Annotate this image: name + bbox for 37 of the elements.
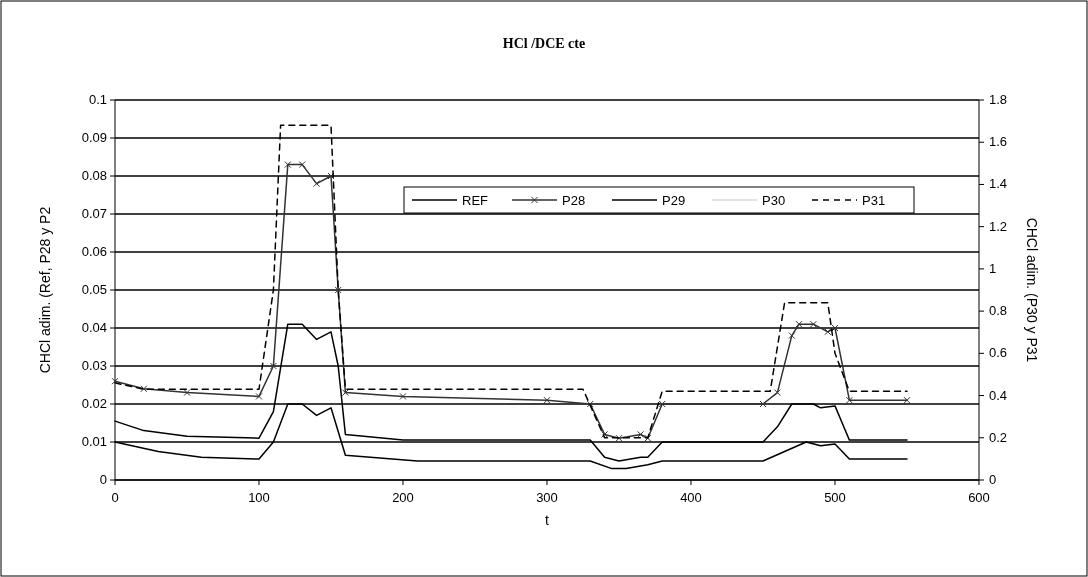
y-tick-label: 0.06 <box>81 244 107 259</box>
y2-tick-label: 1.8 <box>989 92 1008 107</box>
legend-label: P31 <box>862 193 886 208</box>
y2-tick-label: 0.6 <box>989 345 1008 361</box>
y-tick-label: 0 <box>99 472 107 487</box>
y-tick-label: 0.1 <box>88 92 107 107</box>
x-tick-label: 400 <box>680 490 702 505</box>
x-tick-label: 600 <box>968 490 990 505</box>
legend-label: P30 <box>762 193 786 208</box>
y-axis-title: CHCl adim. (Ref, P28 y P2 <box>37 206 53 374</box>
y2-tick-label: 1.2 <box>989 218 1008 234</box>
y2-tick-label: 1.6 <box>989 134 1008 150</box>
y-tick-label: 0.01 <box>81 434 107 449</box>
y-tick-label: 0.05 <box>81 282 107 297</box>
x-tick-label: 200 <box>392 490 414 505</box>
legend-label: P29 <box>662 193 686 208</box>
y2-tick-label: 0.4 <box>989 387 1008 403</box>
y-tick-label: 0.03 <box>81 358 107 373</box>
y2-tick-label: 0.2 <box>989 429 1008 445</box>
x-tick-label: 100 <box>248 490 270 505</box>
legend-label: P28 <box>562 193 586 208</box>
x-axis-title: t <box>545 512 550 528</box>
x-tick-label: 0 <box>111 490 119 505</box>
y-tick-label: 0.08 <box>81 168 107 183</box>
chart-title: HCl /DCE cte <box>502 36 586 51</box>
y2-tick-label: 0.8 <box>989 303 1008 319</box>
y2-tick-label: 1.4 <box>989 176 1008 192</box>
y-tick-label: 0.09 <box>81 130 107 145</box>
y2-axis-title: CHCl adim. (P30 y P31 <box>1024 217 1040 363</box>
x-tick-label: 300 <box>536 490 558 505</box>
y2-tick-label: 1 <box>989 260 997 276</box>
y-tick-label: 0.02 <box>81 396 107 411</box>
y2-tick-label: 0 <box>989 472 997 487</box>
x-tick-label: 500 <box>824 490 846 505</box>
legend-label: REF <box>462 193 489 208</box>
y-tick-label: 0.07 <box>81 206 107 221</box>
y-tick-label: 0.04 <box>81 320 107 335</box>
